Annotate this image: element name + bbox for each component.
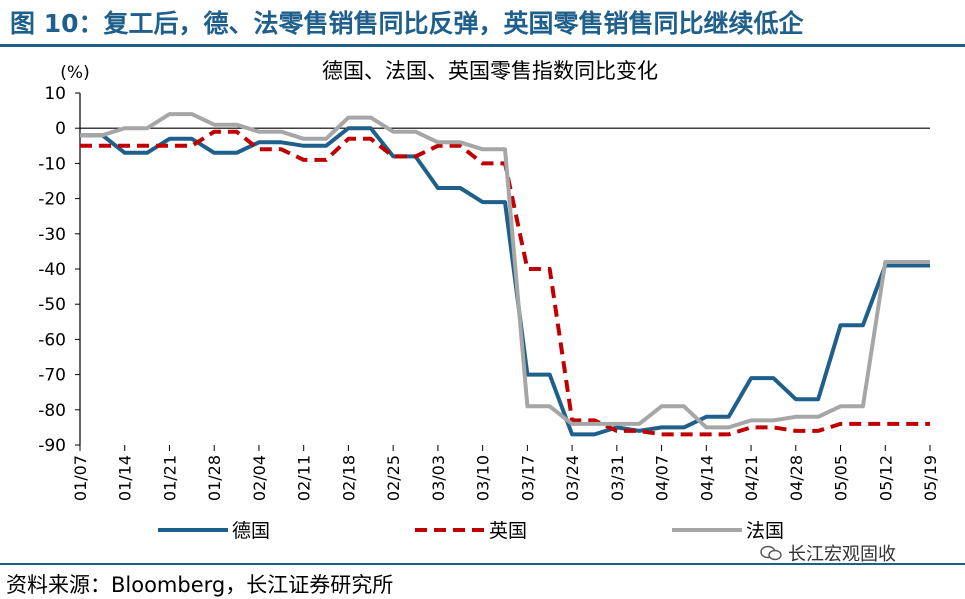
x-tick-label: 02/25: [384, 455, 403, 501]
legend-label-3: 法国: [746, 520, 784, 542]
series-line-2: [80, 129, 930, 437]
legend-label-1: 德国: [232, 520, 270, 542]
wechat-icon: [760, 545, 782, 561]
x-tick-label: 01/28: [205, 455, 224, 501]
series-line-3: [80, 112, 930, 430]
y-tick-label: -10: [38, 154, 66, 174]
y-tick-label: -40: [38, 260, 66, 280]
chart-title: 德国、法国、英国零售指数同比变化: [322, 59, 658, 83]
x-tick-label: 05/12: [876, 455, 895, 501]
series-line-1: [80, 126, 930, 437]
x-tick-label: 05/05: [832, 455, 851, 501]
x-tick-label: 01/14: [116, 455, 135, 501]
x-tick-label: 01/21: [160, 455, 179, 501]
y-tick-label: -60: [38, 330, 66, 350]
x-tick-label: 04/14: [697, 455, 716, 501]
line-chart: 德国、法国、英国零售指数同比变化 (%) 10 0 -10 -20 -30 -40 -50 -6…: [38, 59, 940, 542]
x-tick-label: 03/31: [608, 455, 627, 501]
x-tick-label: 04/28: [787, 455, 806, 501]
footer-rule: [0, 563, 965, 565]
x-tick-label: 03/17: [518, 455, 537, 501]
x-tick-label: 02/11: [295, 455, 314, 501]
x-tick-label: 03/10: [474, 455, 493, 501]
y-tick-label: -80: [38, 401, 66, 421]
y-tick-label: -70: [38, 366, 66, 386]
x-tick-label: 04/21: [742, 455, 761, 501]
figure-title: 图 10：复工后，德、法零售销售同比反弹，英国零售销售同比继续低企: [10, 9, 804, 38]
x-tick-label: 03/24: [563, 455, 582, 501]
source-note: 资料来源：Bloomberg，长江证券研究所: [6, 573, 394, 597]
x-tick-label: 02/04: [250, 455, 269, 501]
x-tick-label: 04/07: [653, 455, 672, 501]
x-tick-label: 02/18: [339, 455, 358, 501]
x-tick-label: 03/03: [429, 455, 448, 501]
y-tick-label: -90: [38, 436, 66, 456]
title-rule: [0, 44, 965, 47]
watermark: 长江宏观固收: [760, 540, 896, 566]
y-tick-label: -30: [38, 225, 66, 245]
x-tick-label: 01/07: [71, 455, 90, 501]
y-tick-label: -50: [38, 295, 66, 315]
y-tick-label: 0: [55, 119, 66, 139]
y-tick-label: 10: [44, 84, 66, 104]
y-tick-label: -20: [38, 190, 66, 210]
y-axis-label: (%): [60, 63, 89, 83]
legend-label-2: 英国: [489, 520, 527, 542]
x-tick-label: 05/19: [921, 455, 940, 501]
watermark-text: 长江宏观固收: [788, 544, 896, 565]
